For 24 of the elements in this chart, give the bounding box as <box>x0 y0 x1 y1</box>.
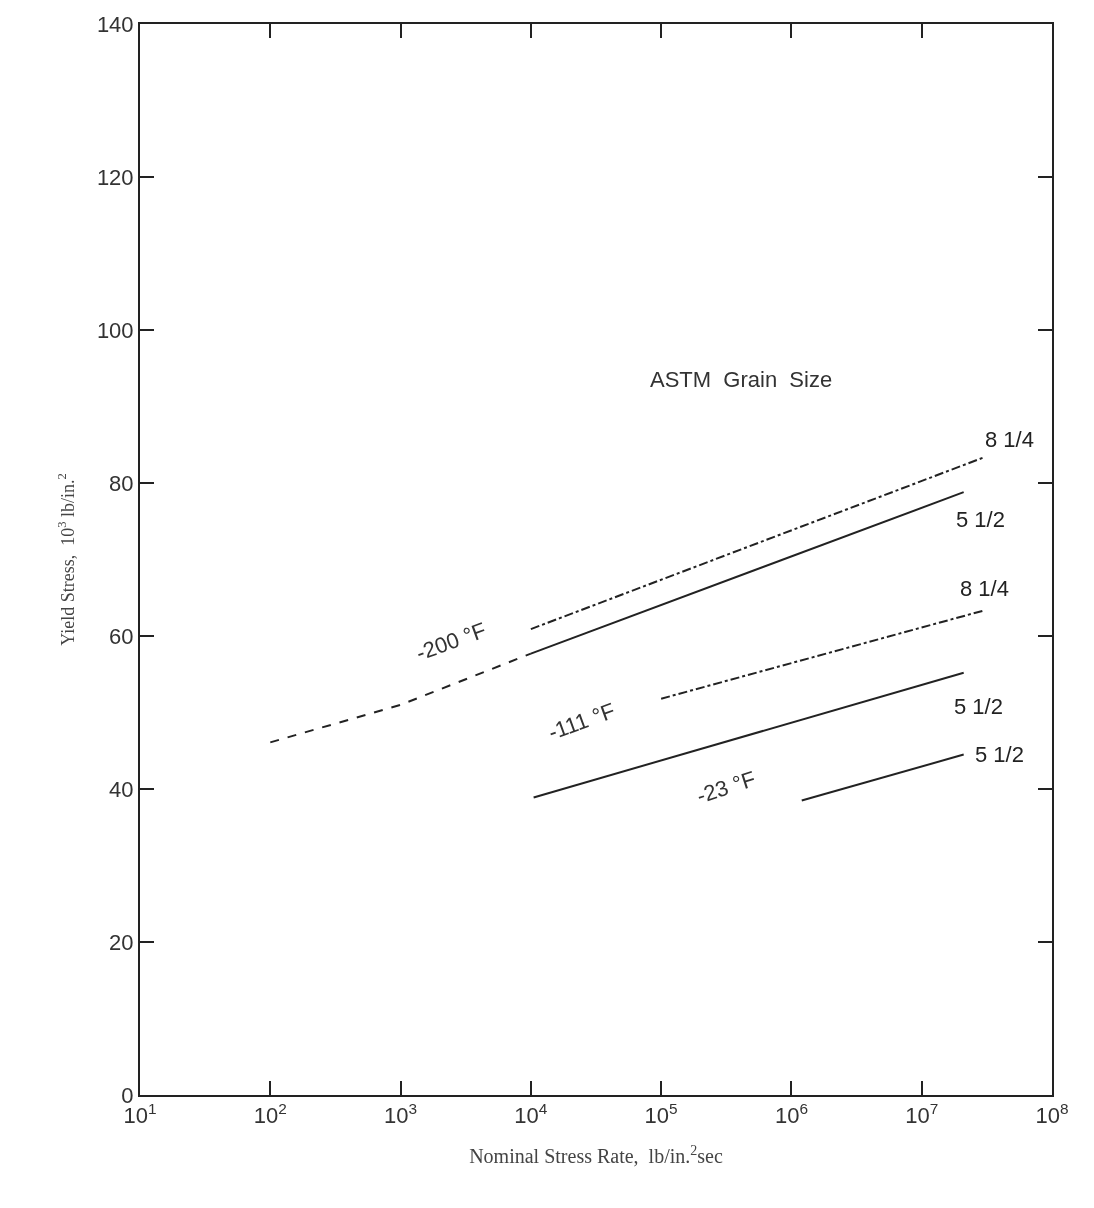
y-tick-label: 80 <box>109 470 134 496</box>
x-tick-label: 10$^{7}$ <box>905 1100 939 1129</box>
y-tick-label: 20 <box>109 929 134 955</box>
y-tick-label: 40 <box>109 776 134 802</box>
x-tick-label: 10$^{8}$ <box>1035 1100 1069 1129</box>
series-label: 8 1/4 <box>960 576 1009 601</box>
x-tick-label: 10$^{6}$ <box>774 1100 808 1129</box>
annotation: -23 °F <box>693 766 759 809</box>
annotation: -111 °F <box>544 697 619 745</box>
x-tick-label: 10$^{2}$ <box>253 1100 287 1129</box>
annotation: -200 °F <box>412 617 490 666</box>
y-tick-label: 120 <box>96 164 134 190</box>
series-label: 5 1/2 <box>954 694 1003 719</box>
series-label: 5 1/2 <box>975 742 1024 767</box>
x-axis-title: Nominal Stress Rate, lb/in.$^{2}$sec <box>469 1143 723 1168</box>
x-tick-label: 10$^{3}$ <box>384 1100 418 1129</box>
series-label: 8 1/4 <box>985 427 1034 452</box>
series-label: 5 1/2 <box>956 507 1005 532</box>
y-tick-label: 60 <box>109 623 134 649</box>
x-tick-label: 10$^{5}$ <box>644 1100 678 1129</box>
x-tick-label: 10$^{4}$ <box>514 1100 548 1129</box>
y-tick-label: 140 <box>96 11 134 37</box>
y-tick-label: 100 <box>96 317 134 343</box>
annotation: ASTM Grain Size <box>650 367 833 392</box>
